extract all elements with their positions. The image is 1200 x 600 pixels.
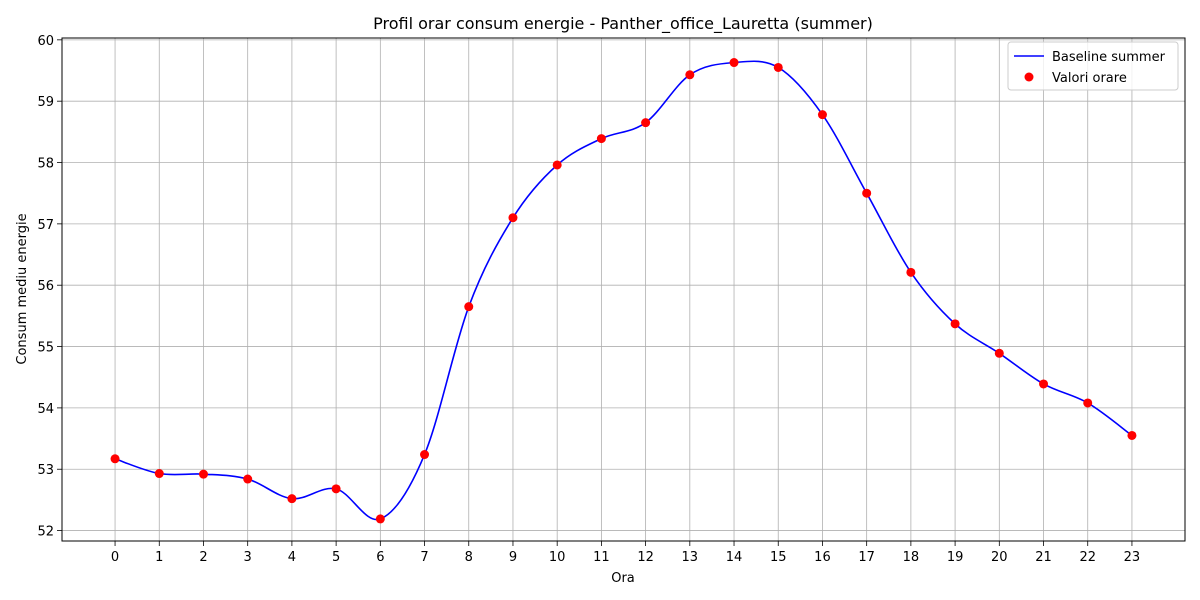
data-point-valori-orare [1083,398,1093,408]
x-tick-label: 22 [1079,550,1096,565]
x-axis-label: Ora [611,571,635,586]
data-point-valori-orare [1039,379,1049,389]
data-point-valori-orare [1127,430,1137,440]
data-point-valori-orare [552,160,562,170]
data-point-valori-orare [906,267,916,277]
x-tick-label: 23 [1124,550,1141,565]
y-tick-label: 59 [37,95,54,110]
y-tick-label: 52 [37,525,54,540]
x-tick-label: 15 [770,550,787,565]
data-point-valori-orare [243,474,253,484]
x-tick-label: 0 [111,550,119,565]
grid [62,38,1185,541]
y-axis-label: Consum mediu energie [15,213,30,364]
x-tick-label: 16 [814,550,831,565]
x-tick-label: 17 [858,550,875,565]
data-point-valori-orare [287,494,297,504]
x-axis-ticks: 0 1 2 3 4 5 6 7 8 9 10 11 12 13 14 15 16 17 18 19 20 21 22 23 [111,541,1140,565]
y-tick-label: 56 [37,279,54,294]
x-tick-label: 9 [509,550,517,565]
data-point-valori-orare [773,62,783,72]
legend-scatter-marker [1024,72,1034,82]
chart-title: Profil orar consum energie - Panther_off… [373,14,873,34]
data-point-valori-orare [729,58,739,68]
x-tick-label: 20 [991,550,1008,565]
x-tick-label: 7 [420,550,428,565]
y-tick-label: 53 [37,463,54,478]
legend-box [1007,41,1179,91]
plot-series [110,58,1137,524]
x-tick-label: 18 [903,550,920,565]
plot-frame [61,37,1186,542]
x-tick-label: 13 [682,550,699,565]
x-tick-label: 19 [947,550,964,565]
y-tick-label: 60 [37,34,54,49]
x-tick-label: 8 [465,550,473,565]
x-tick-label: 2 [199,550,207,565]
legend: Baseline summer Valori orare [1007,41,1179,91]
x-tick-label: 5 [332,550,340,565]
data-point-valori-orare [685,70,695,80]
y-tick-label: 57 [37,218,54,233]
x-tick-label: 11 [593,550,610,565]
data-point-valori-orare [154,469,164,479]
data-point-valori-orare [817,110,827,120]
x-tick-label: 10 [549,550,566,565]
x-tick-label: 4 [288,550,296,565]
x-tick-label: 1 [155,550,163,565]
y-tick-label: 55 [37,341,54,356]
y-tick-label: 58 [37,157,54,172]
legend-label-baseline: Baseline summer [1052,50,1166,65]
data-point-valori-orare [596,134,606,144]
data-point-valori-orare [375,514,385,524]
data-point-valori-orare [420,450,430,460]
data-point-valori-orare [508,213,518,223]
data-point-valori-orare [641,118,651,128]
legend-label-points: Valori orare [1052,71,1127,86]
x-tick-label: 6 [376,550,384,565]
x-tick-label: 14 [726,550,743,565]
x-tick-label: 21 [1035,550,1052,565]
data-point-valori-orare [862,188,872,198]
data-point-valori-orare [464,302,474,312]
data-point-valori-orare [994,348,1004,358]
x-tick-label: 3 [244,550,252,565]
x-tick-label: 12 [637,550,654,565]
data-point-valori-orare [110,454,120,464]
y-axis-ticks: 52 53 54 55 56 57 58 59 60 [37,34,62,540]
data-point-valori-orare [198,469,208,479]
y-tick-label: 54 [37,402,54,417]
data-point-valori-orare [331,484,341,494]
data-point-valori-orare [950,319,960,329]
